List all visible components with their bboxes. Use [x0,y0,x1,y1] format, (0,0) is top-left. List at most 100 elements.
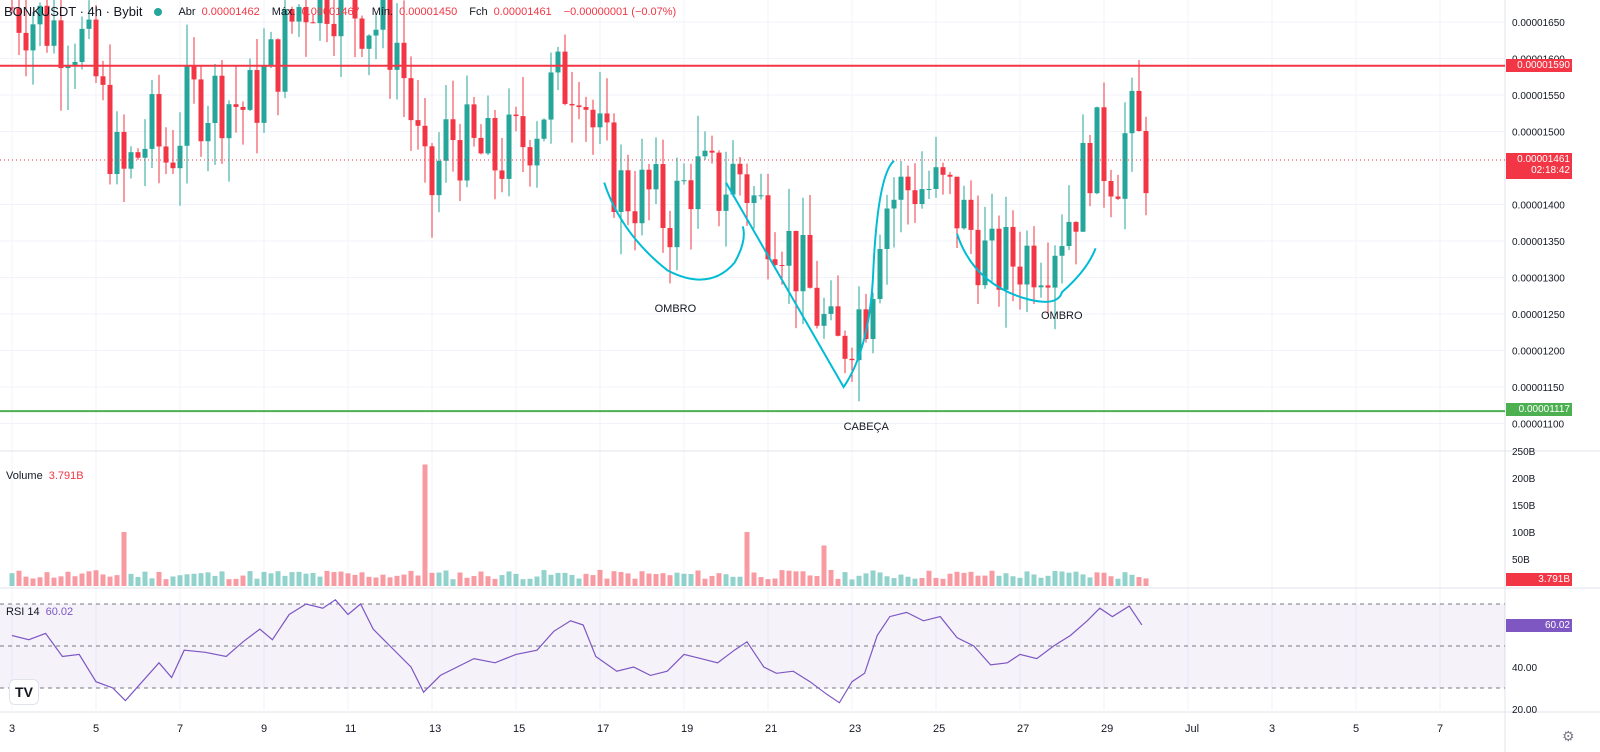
candle-body [149,94,155,149]
volume-bar [548,574,554,586]
volume-bar [758,577,764,586]
candle-body [205,122,211,142]
candle-body [324,0,330,24]
candle-body [79,28,85,63]
volume-bar [723,574,729,586]
volume-bar [37,577,43,586]
candle-body [226,104,232,139]
volume-bar [1045,575,1051,586]
candle-body [44,5,50,46]
volume-bar [58,576,64,586]
candle-body [352,0,358,19]
candle-body [807,234,813,288]
volume-bar [835,578,841,586]
volume-bar [681,573,687,586]
volume-bar [779,570,785,586]
time-tick-label: 11 [345,723,356,735]
volume-bar [247,571,253,586]
change-value: −0.00000001 (−0.07%) [563,5,677,18]
candle-body [926,188,932,190]
volume-bar [765,579,771,586]
volume-tick-label: 50B [1512,555,1530,566]
low-value: 0.00001450 [399,5,458,18]
volume-bar [373,577,379,586]
volume-bar [863,573,869,586]
volume-bar [919,578,925,586]
candle-body [975,229,981,286]
candle-body [828,306,834,314]
candle-body [1087,142,1093,194]
volume-bar [884,576,890,586]
price-tick-label: 0.00001200 [1512,347,1565,358]
volume-bar [870,570,876,586]
candle-body [590,109,596,128]
volume-bar [709,575,715,586]
candle-body [296,6,302,22]
candle-body [961,199,967,229]
open-value: 0.00001462 [201,5,260,18]
candle-body [772,259,778,266]
volume-bar [79,573,85,586]
high-label: Máx. [271,5,296,18]
volume-bar [72,576,78,586]
volume-bar [65,571,71,586]
symbol-title[interactable]: BONKUSDT · 4h · Bybit [4,4,143,19]
rsi-label: RSI 14 [6,606,40,618]
volume-bar [261,571,267,586]
market-status-icon [154,7,163,16]
volume-legend[interactable]: Volume 3.791B [6,470,84,482]
candle-body [107,84,113,175]
candle-body [373,29,379,36]
candle-body [485,118,491,154]
rsi-legend[interactable]: RSI 14 60.02 [6,606,73,618]
volume-bar [751,572,757,586]
settings-gear-icon[interactable]: ⚙ [1562,728,1575,744]
candle-body [443,119,449,161]
volume-bar [891,578,897,586]
volume-bar [786,570,792,586]
candle-body [282,9,288,92]
candle-body [905,176,911,191]
volume-bar [793,571,799,586]
volume-bar [604,578,610,586]
volume-bar [198,573,204,586]
volume-bar [1017,577,1023,586]
volume-bar [121,532,127,586]
candle-body [646,169,652,190]
time-tick-label: 3 [9,723,15,735]
tradingview-logo-icon[interactable]: TV [10,680,38,704]
time-tick-label: 5 [1353,723,1359,735]
candle-body [359,18,365,49]
candle-body [1143,130,1149,194]
candle-body [982,240,988,286]
candle-body [1010,226,1016,267]
volume-tick-label: 100B [1512,528,1536,539]
candle-body [597,113,603,128]
candle-body [1115,196,1121,199]
volume-bar [933,577,939,586]
volume-bar [415,575,421,586]
volume-bar [219,571,225,586]
volume-bar [611,571,617,586]
candle-body [667,228,673,248]
support-price-tag: 0.00001117 [1506,403,1572,416]
volume-bar [23,576,29,586]
volume-bar [464,577,470,586]
volume-bar [1038,577,1044,586]
candle-body [212,75,218,123]
volume-bar [436,572,442,586]
volume-bar [51,577,57,586]
volume-bar [135,577,141,586]
volume-bar [646,573,652,586]
volume-bar [184,574,190,586]
candle-body [366,35,372,49]
candle-body [737,163,743,175]
candle-body [247,70,253,110]
candle-body [499,170,505,179]
candle-body [632,211,638,224]
time-tick-label: 7 [177,723,183,735]
candle-body [1066,221,1072,247]
candle-body [289,9,295,22]
candle-body [989,228,995,241]
